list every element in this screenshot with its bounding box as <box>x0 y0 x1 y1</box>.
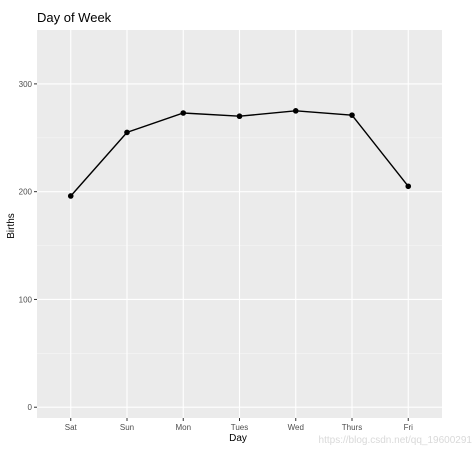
chart-title: Day of Week <box>37 10 112 25</box>
data-point-thurs <box>349 112 355 118</box>
x-tick-label-mon: Mon <box>175 423 191 432</box>
y-axis-title: Births <box>6 213 17 239</box>
data-point-tues <box>236 113 243 120</box>
y-tick-label-100: 100 <box>19 295 33 304</box>
series-births <box>67 108 412 199</box>
x-axis-title: Day <box>229 433 247 444</box>
y-tick-label-300: 300 <box>19 80 33 89</box>
x-tick-label-fri: Fri <box>404 423 414 432</box>
gridlines <box>37 30 442 418</box>
x-tick-label-thurs: Thurs <box>342 423 362 432</box>
x-tick-label-tues: Tues <box>231 423 249 432</box>
data-point-wed <box>292 108 299 114</box>
x-tick-label-sat: Sat <box>65 423 78 432</box>
watermark-text: https://blog.csdn.net/qq_19600291 <box>319 435 473 446</box>
y-axis-ticks: 0 100 200 300 <box>19 80 37 412</box>
data-point-sat <box>67 193 74 199</box>
x-tick-label-sun: Sun <box>120 423 134 432</box>
data-point-mon <box>180 110 187 116</box>
y-tick-label-200: 200 <box>19 188 33 197</box>
x-axis-ticks: Sat Sun Mon Tues Wed Thurs Fri <box>65 418 413 432</box>
data-point-fri <box>405 183 412 190</box>
y-tick-label-0: 0 <box>28 403 33 412</box>
x-tick-label-wed: Wed <box>288 423 304 432</box>
data-point-sun <box>124 129 130 136</box>
